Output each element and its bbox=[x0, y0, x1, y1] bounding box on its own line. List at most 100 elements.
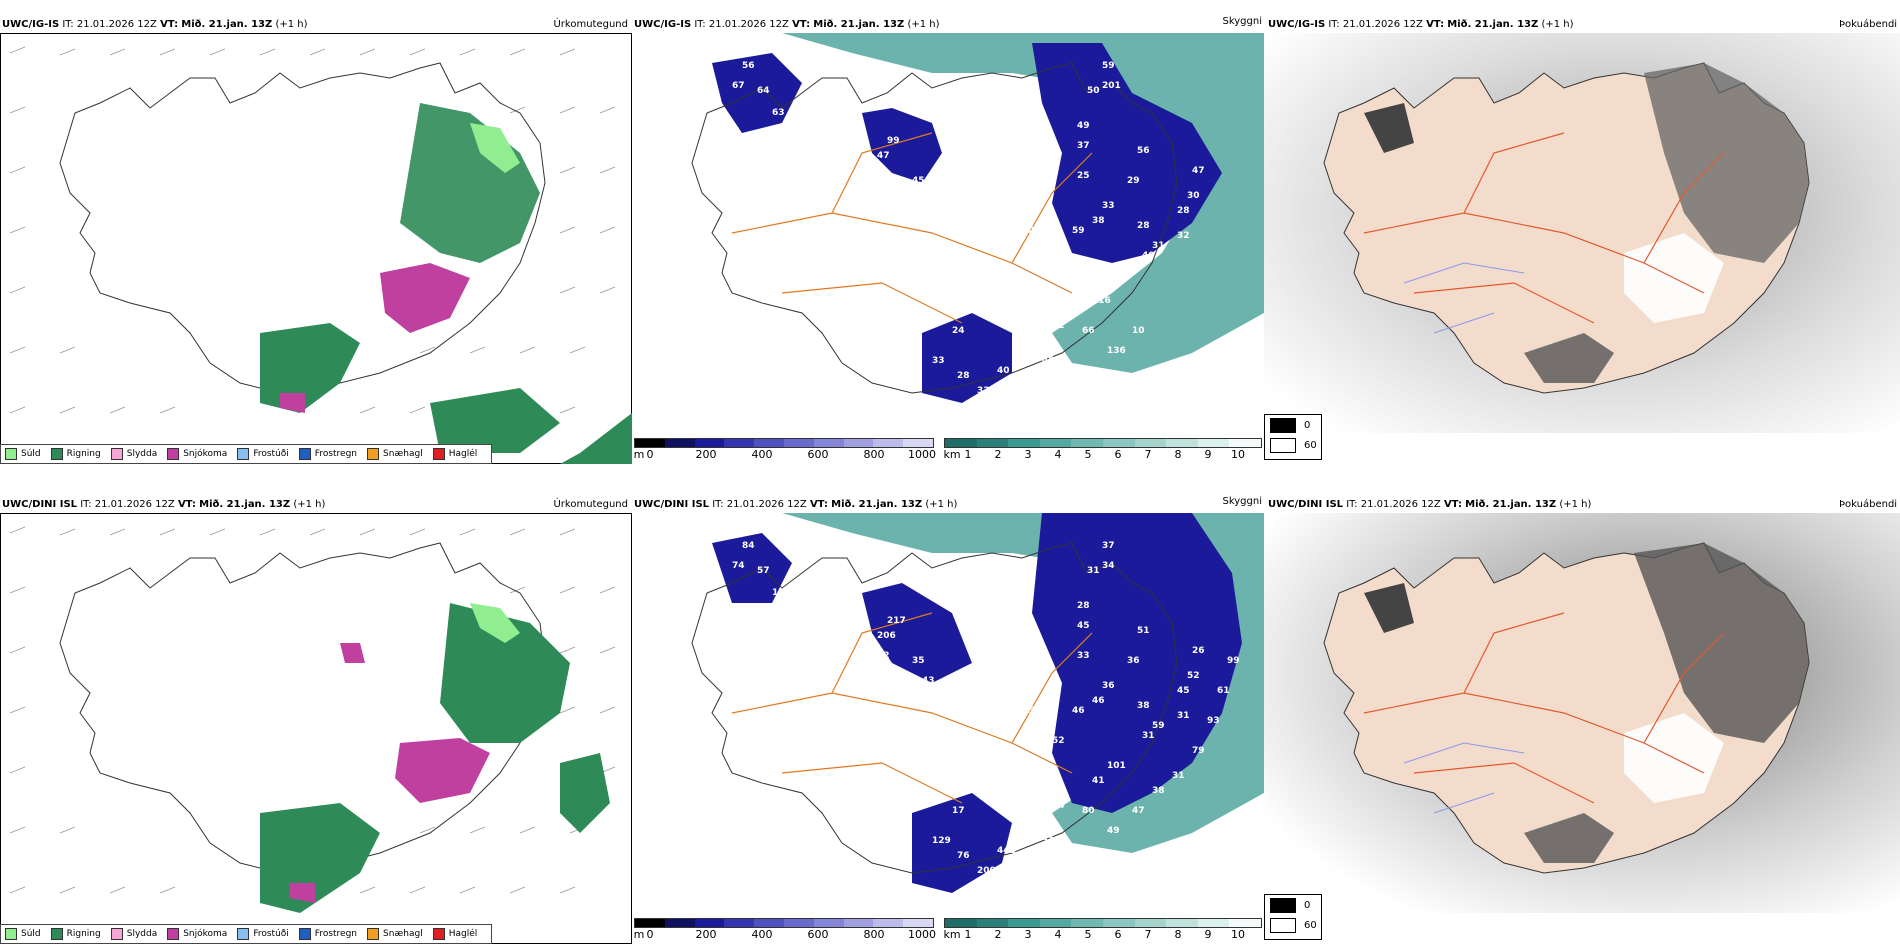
fog-panel-bottom: UWC/DINI ISL IT: 21.01.2026 12Z VT: Mið.… bbox=[1264, 492, 1900, 944]
cloud-base-label: 62 bbox=[727, 126, 740, 136]
fog-legend-row: 0 bbox=[1265, 415, 1321, 435]
panel-header: UWC/DINI ISL IT: 21.01.2026 12Z VT: Mið.… bbox=[2, 499, 326, 510]
cloud-base-label: 17 bbox=[952, 806, 965, 816]
cloud-base-label: 93 bbox=[1207, 716, 1220, 726]
cloud-base-label: 51 bbox=[1042, 836, 1055, 846]
cloud-base-label: 80 bbox=[1082, 806, 1095, 816]
cloud-base-label: 57 bbox=[757, 566, 770, 576]
cloud-base-label: 31 bbox=[1027, 761, 1040, 771]
cloud-base-label: 41 bbox=[1032, 196, 1045, 206]
cloud-base-label: 27 bbox=[962, 766, 975, 776]
panel-header: UWC/DINI ISL IT: 21.01.2026 12Z VT: Mið.… bbox=[634, 499, 958, 510]
height-unit: m bbox=[633, 928, 645, 941]
cloud-base-label: 38 bbox=[1152, 786, 1165, 796]
cloud-base-label: 33 bbox=[932, 356, 945, 366]
cloud-base-label: 26 bbox=[1192, 646, 1205, 656]
legend-item: Frostúði bbox=[237, 448, 289, 460]
legend-item: Snæhagl bbox=[367, 448, 423, 460]
vis-tick: 8 bbox=[1174, 448, 1182, 461]
cloud-base-label: 84 bbox=[742, 541, 755, 551]
cloud-panel-top: UWC/IG-IS IT: 21.01.2026 12Z VT: Mið. 21… bbox=[632, 12, 1264, 464]
cloud-base-label: 54 bbox=[1052, 801, 1065, 811]
cloud-base-label: 28 bbox=[1177, 206, 1190, 216]
cloud-base-label: 37 bbox=[1102, 541, 1115, 551]
legend-item: Slydda bbox=[110, 448, 157, 460]
vis-tick: 9 bbox=[1204, 448, 1212, 461]
legend-item: Snjókoma bbox=[167, 928, 227, 940]
cloud-base-label: 33 bbox=[1077, 651, 1090, 661]
cloud-base-label: 68 bbox=[962, 406, 975, 416]
vis-tick: 1 bbox=[964, 928, 972, 941]
cloud-base-label: 101 bbox=[1107, 761, 1126, 771]
panel-title: Þokuábendi bbox=[1839, 499, 1898, 510]
height-tick: 1000 bbox=[908, 928, 936, 941]
cloud-base-label: 38 bbox=[1137, 701, 1150, 711]
cloud-base-label: 55 bbox=[992, 241, 1005, 251]
legend-item: Rigning bbox=[50, 928, 101, 940]
height-unit: m bbox=[633, 448, 645, 461]
vis-tick: 3 bbox=[1024, 928, 1032, 941]
cloud-base-label: 63 bbox=[992, 721, 1005, 731]
cloud-base-label: 61 bbox=[1217, 686, 1230, 696]
legend-item: Rigning bbox=[50, 448, 101, 460]
vis-unit: km bbox=[943, 448, 961, 461]
height-tick: 600 bbox=[807, 928, 829, 941]
cloud-base-label: 99 bbox=[887, 136, 900, 146]
cloud-base-label: 46 bbox=[1092, 696, 1105, 706]
fog-legend-bottom: 0 60 bbox=[1264, 894, 1322, 940]
cloud-base-label: 157 bbox=[772, 588, 791, 598]
cloud-base-label: 67 bbox=[732, 81, 745, 91]
vis-tick: 10 bbox=[1231, 448, 1245, 461]
height-tick: 600 bbox=[807, 448, 829, 461]
legend-item: Slydda bbox=[110, 928, 157, 940]
precip-map-bottom bbox=[0, 513, 632, 944]
cloud-base-label: 206 bbox=[877, 631, 896, 641]
cloud-base-label: 40 bbox=[1027, 281, 1040, 291]
cloud-base-label: 32 bbox=[1052, 321, 1065, 331]
cloud-base-label: 39 bbox=[1012, 346, 1025, 356]
cloud-base-label: 56 bbox=[1107, 281, 1120, 291]
cloud-base-label: 47 bbox=[1132, 806, 1145, 816]
cloud-base-label: 56 bbox=[742, 61, 755, 71]
fog-map-top bbox=[1264, 33, 1900, 433]
visibility-colorbar: km 1 2 3 4 5 6 7 8 9 10 bbox=[943, 438, 1262, 461]
vis-tick: 4 bbox=[1054, 928, 1062, 941]
cloud-base-label: 28 bbox=[1077, 601, 1090, 611]
legend-item: Frostregn bbox=[298, 928, 357, 940]
legend-item: Snjókoma bbox=[167, 448, 227, 460]
cloud-base-label: 31 bbox=[1087, 566, 1100, 576]
legend-item: Frostregn bbox=[298, 448, 357, 460]
cloud-base-label: 63 bbox=[1052, 256, 1065, 266]
legend-item: Súld bbox=[5, 448, 41, 460]
cloud-base-label: 52 bbox=[877, 651, 890, 661]
cloud-base-label: 34 bbox=[1102, 561, 1115, 571]
cloud-base-label: 38 bbox=[1092, 216, 1105, 226]
cloud-base-label: 41 bbox=[1092, 776, 1105, 786]
cloud-base-label: 35 bbox=[912, 656, 925, 666]
fog-map-bottom bbox=[1264, 513, 1900, 913]
fog-panel-top: UWC/IG-IS IT: 21.01.2026 12Z VT: Mið. 21… bbox=[1264, 12, 1900, 464]
cloud-base-label: 30 bbox=[1187, 191, 1200, 201]
cloud-base-label: 24 bbox=[952, 326, 965, 336]
cloud-base-label: 59 bbox=[1072, 226, 1085, 236]
cloud-base-label: 36 bbox=[1102, 681, 1115, 691]
cloud-base-label: 54 bbox=[922, 196, 935, 206]
cloud-base-label: 62 bbox=[992, 746, 1005, 756]
cloud-base-label: 200 bbox=[977, 866, 996, 876]
vis-tick: 7 bbox=[1144, 928, 1152, 941]
cloud-base-label: 28 bbox=[957, 371, 970, 381]
vis-tick: 2 bbox=[994, 928, 1002, 941]
cloud-base-label: 45 bbox=[1077, 621, 1090, 631]
cloud-panel-bottom: UWC/DINI ISL IT: 21.01.2026 12Z VT: Mið.… bbox=[632, 492, 1264, 944]
fog-legend-row: 60 bbox=[1265, 435, 1321, 455]
height-colorbar: m 0 200 400 600 800 1000 bbox=[634, 918, 936, 941]
legend-item: Haglél bbox=[432, 928, 477, 940]
cloud-base-label: 217 bbox=[887, 616, 906, 626]
cloud-base-label: 116 bbox=[1092, 296, 1111, 306]
cloud-base-label: 59 bbox=[1152, 721, 1165, 731]
cloud-base-label: 50 bbox=[1087, 86, 1100, 96]
height-colorbar: m 0 200 400 600 800 1000 bbox=[634, 438, 936, 461]
